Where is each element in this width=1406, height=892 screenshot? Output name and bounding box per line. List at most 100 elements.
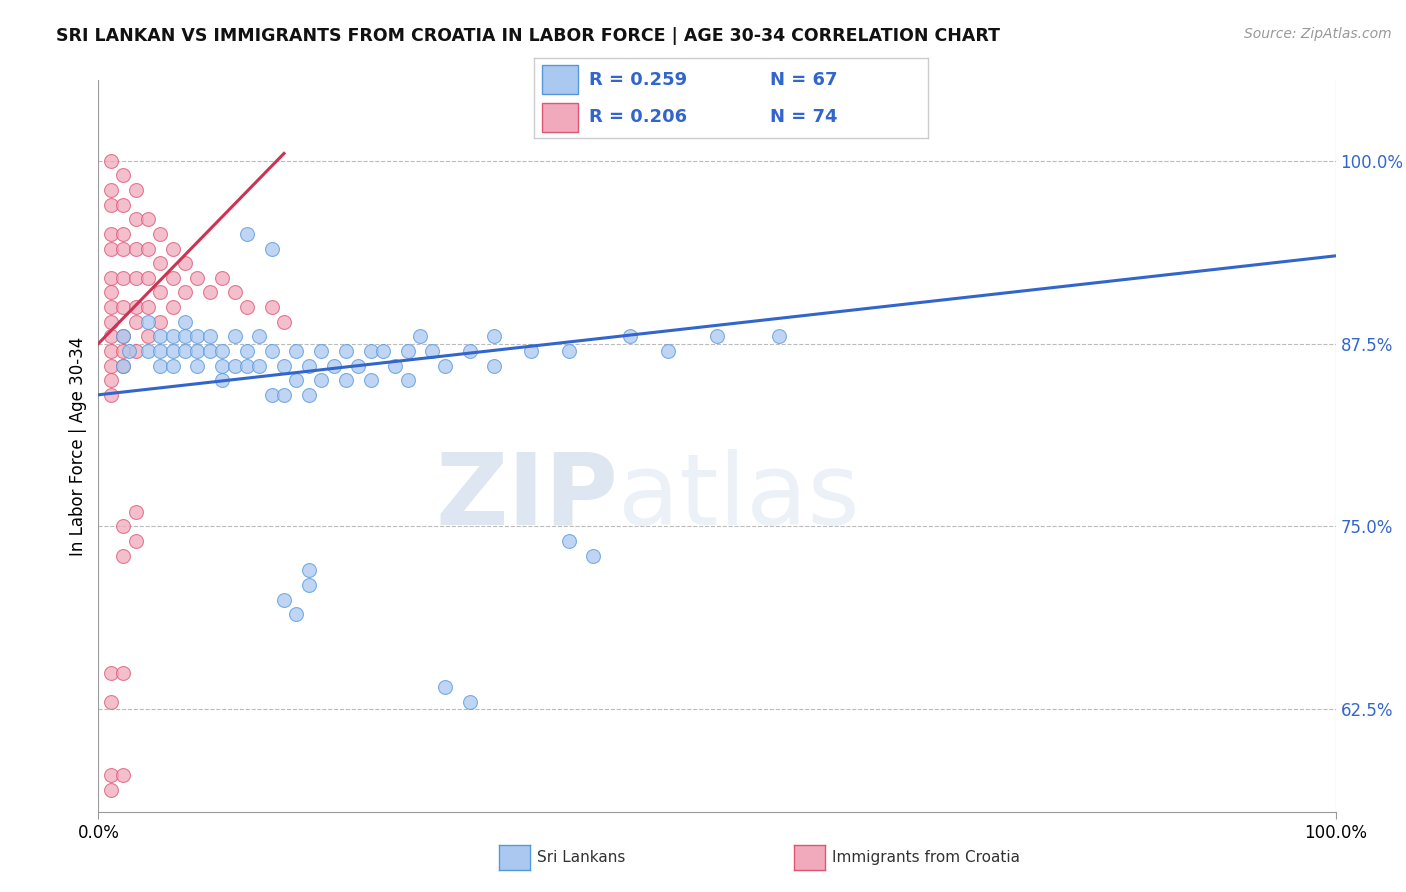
Point (260, 300, 283, 314)
Point (309, 373, 332, 387)
Point (247, 329, 270, 343)
Point (112, 549, 135, 563)
Text: ZIP: ZIP (436, 449, 619, 546)
Point (149, 285, 172, 300)
Point (520, 343, 543, 358)
Point (100, 285, 122, 300)
Point (100, 343, 122, 358)
Point (100, 300, 122, 314)
Point (112, 197, 135, 211)
Point (198, 285, 221, 300)
Point (112, 270, 135, 285)
Point (112, 300, 135, 314)
Point (149, 343, 172, 358)
Point (619, 329, 641, 343)
Text: atlas: atlas (619, 449, 859, 546)
Point (186, 270, 208, 285)
Point (247, 359, 270, 373)
Point (100, 183, 122, 197)
Point (112, 329, 135, 343)
Point (124, 315, 146, 329)
FancyBboxPatch shape (543, 103, 578, 132)
Point (236, 359, 259, 373)
Point (174, 256, 197, 270)
Point (149, 227, 172, 241)
Text: N = 74: N = 74 (770, 109, 838, 127)
Point (118, 343, 141, 358)
Point (124, 212, 146, 227)
Point (162, 300, 184, 314)
Point (124, 270, 146, 285)
Point (273, 592, 295, 607)
Point (224, 359, 246, 373)
Point (100, 359, 122, 373)
Point (112, 359, 135, 373)
Point (100, 782, 122, 797)
Point (186, 329, 208, 343)
Point (100, 153, 122, 168)
Point (224, 285, 246, 300)
Point (236, 300, 259, 314)
Point (285, 343, 308, 358)
Point (112, 329, 135, 343)
Point (458, 343, 481, 358)
Point (124, 242, 146, 256)
Point (260, 343, 283, 358)
Point (162, 329, 184, 343)
Point (124, 183, 146, 197)
Point (768, 329, 790, 343)
Point (422, 343, 444, 358)
Point (112, 665, 135, 680)
Point (100, 329, 122, 343)
Point (582, 549, 605, 563)
Point (136, 212, 159, 227)
Point (335, 343, 357, 358)
Point (112, 227, 135, 241)
Point (100, 315, 122, 329)
Point (335, 373, 357, 387)
Point (112, 768, 135, 782)
Point (162, 242, 184, 256)
Text: R = 0.259: R = 0.259 (589, 70, 688, 88)
Text: Immigrants from Croatia: Immigrants from Croatia (832, 850, 1021, 864)
Point (174, 285, 197, 300)
Point (149, 359, 172, 373)
Point (458, 695, 481, 709)
Point (360, 343, 382, 358)
Point (100, 768, 122, 782)
Point (100, 665, 122, 680)
Point (484, 359, 506, 373)
Point (149, 329, 172, 343)
Point (136, 343, 159, 358)
Point (198, 343, 221, 358)
Point (433, 359, 456, 373)
Point (112, 359, 135, 373)
Point (396, 343, 419, 358)
Point (285, 607, 308, 622)
Y-axis label: In Labor Force | Age 30-34: In Labor Force | Age 30-34 (69, 336, 87, 556)
Point (112, 169, 135, 183)
Point (273, 315, 295, 329)
Point (162, 359, 184, 373)
Point (149, 256, 172, 270)
Point (100, 695, 122, 709)
Text: R = 0.206: R = 0.206 (589, 109, 688, 127)
Point (162, 270, 184, 285)
Point (298, 578, 321, 592)
Point (100, 270, 122, 285)
Point (124, 505, 146, 519)
Point (557, 343, 579, 358)
Point (309, 343, 332, 358)
Point (112, 242, 135, 256)
Text: N = 67: N = 67 (770, 70, 838, 88)
Point (112, 519, 135, 533)
Point (174, 315, 197, 329)
Point (236, 343, 259, 358)
Text: SRI LANKAN VS IMMIGRANTS FROM CROATIA IN LABOR FORCE | AGE 30-34 CORRELATION CHA: SRI LANKAN VS IMMIGRANTS FROM CROATIA IN… (56, 27, 1000, 45)
Point (100, 242, 122, 256)
Point (100, 197, 122, 211)
Point (124, 343, 146, 358)
Point (706, 329, 728, 343)
Point (112, 343, 135, 358)
Point (136, 315, 159, 329)
